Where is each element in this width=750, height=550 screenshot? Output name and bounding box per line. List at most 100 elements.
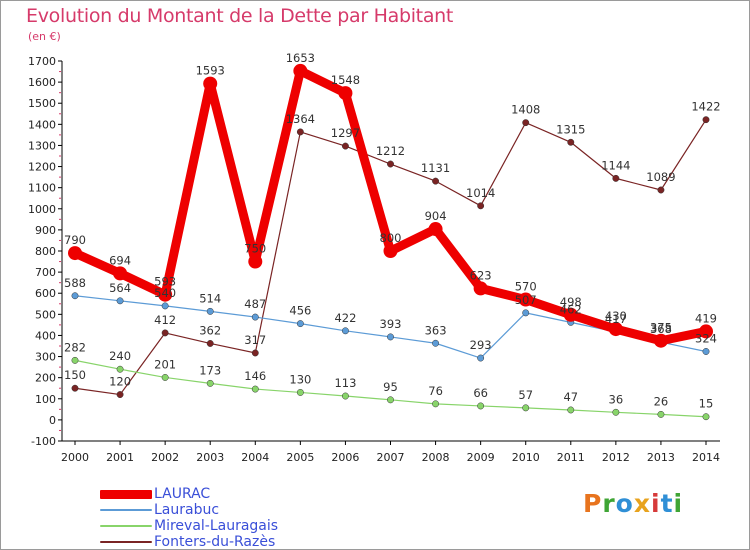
- x-tick-label: 2010: [512, 451, 540, 464]
- data-point: [206, 307, 214, 315]
- data-label: 1364: [286, 112, 315, 126]
- data-point: [383, 244, 398, 258]
- data-label: 282: [64, 340, 86, 354]
- data-label: 1089: [646, 170, 675, 184]
- data-label: 130: [289, 372, 311, 386]
- data-point: [432, 339, 440, 347]
- data-point: [387, 333, 394, 341]
- x-tick-label: 2013: [647, 451, 675, 464]
- data-label: 120: [109, 375, 131, 389]
- y-tick-label: 800: [35, 245, 56, 258]
- logo-letter: x: [633, 489, 651, 518]
- data-label: 113: [334, 376, 356, 390]
- data-label: 514: [199, 291, 221, 305]
- data-point: [203, 76, 218, 91]
- data-point: [113, 266, 128, 281]
- data-point: [432, 177, 440, 185]
- proxiti-logo: Proxiti: [583, 489, 683, 518]
- x-tick-label: 2012: [602, 451, 630, 464]
- y-tick-label: 500: [35, 308, 56, 321]
- logo-letter: i: [651, 489, 661, 518]
- data-label: 419: [695, 311, 717, 325]
- data-point: [567, 138, 575, 146]
- data-label: 412: [154, 313, 176, 327]
- data-point: [116, 365, 124, 373]
- data-label: 487: [244, 297, 266, 311]
- data-point: [567, 406, 575, 414]
- chart-subtitle: (en €): [28, 30, 61, 43]
- data-label: 26: [654, 394, 669, 408]
- legend-swatch: [100, 509, 152, 511]
- data-point: [522, 404, 530, 412]
- y-tick-label: 0: [49, 414, 56, 427]
- x-tick-label: 2009: [467, 451, 495, 464]
- data-label: 1144: [601, 158, 630, 172]
- y-tick-label: 1400: [28, 118, 56, 131]
- data-point: [387, 160, 394, 168]
- y-tick-label: -100: [31, 435, 56, 448]
- legend-label: LAURAC: [154, 486, 211, 502]
- data-point: [473, 281, 488, 296]
- data-point: [296, 128, 304, 136]
- data-label: 362: [199, 323, 221, 337]
- data-point: [296, 320, 304, 328]
- data-label: 1408: [511, 103, 540, 117]
- data-label: 47: [563, 390, 578, 404]
- data-point: [341, 392, 349, 400]
- logo-letter: o: [615, 489, 634, 518]
- chart-data-labels: 7906945931593750165315488009046235704984…: [64, 51, 721, 411]
- y-tick-label: 200: [35, 372, 56, 385]
- data-label: 1593: [196, 64, 225, 78]
- legend-swatch: [100, 490, 152, 499]
- data-point: [251, 313, 259, 321]
- data-label: 240: [109, 349, 131, 363]
- data-label: 456: [289, 304, 311, 318]
- data-label: 1131: [421, 161, 450, 175]
- data-point: [206, 379, 214, 387]
- x-tick-label: 2007: [377, 451, 405, 464]
- data-label: 368: [650, 322, 672, 336]
- data-point: [657, 410, 665, 418]
- y-tick-label: 900: [35, 224, 56, 237]
- data-point: [71, 292, 79, 300]
- legend-swatch: [100, 541, 152, 543]
- data-label: 422: [334, 311, 356, 325]
- data-label: 173: [199, 363, 221, 377]
- data-label: 593: [154, 275, 176, 289]
- chart-axes: -100 0 100 200 300 400 500 600 700 800 900 1000 1100…: [28, 55, 720, 464]
- y-tick-label: 1100: [28, 182, 56, 195]
- data-point: [338, 86, 353, 101]
- y-tick-label: 1500: [28, 97, 56, 110]
- data-label: 570: [515, 280, 537, 294]
- data-label: 76: [428, 384, 443, 398]
- data-label: 800: [380, 231, 402, 245]
- legend-label: Laurabuc: [154, 502, 220, 518]
- data-label: 1297: [331, 126, 360, 140]
- data-point: [251, 349, 259, 357]
- y-tick-label: 1700: [28, 55, 56, 68]
- data-label: 540: [154, 286, 176, 300]
- data-label: 1548: [331, 73, 360, 87]
- data-label: 146: [244, 369, 266, 383]
- data-point: [432, 400, 440, 408]
- data-point: [702, 348, 710, 355]
- data-point: [158, 287, 173, 302]
- y-tick-label: 1200: [28, 161, 56, 174]
- legend-swatch: [100, 525, 152, 527]
- data-point: [657, 186, 665, 194]
- data-point: [612, 174, 620, 182]
- x-tick-label: 2003: [196, 451, 224, 464]
- data-point: [612, 408, 620, 416]
- data-label: 57: [518, 388, 533, 402]
- logo-letter: r: [602, 489, 616, 518]
- y-tick-label: 400: [35, 329, 56, 342]
- data-label: 507: [515, 293, 537, 307]
- data-point: [293, 63, 308, 78]
- x-tick-label: 2005: [286, 451, 314, 464]
- data-point: [248, 254, 263, 269]
- data-label: 150: [64, 368, 86, 382]
- data-point: [206, 340, 214, 347]
- data-point: [71, 384, 79, 392]
- data-label: 95: [383, 380, 398, 394]
